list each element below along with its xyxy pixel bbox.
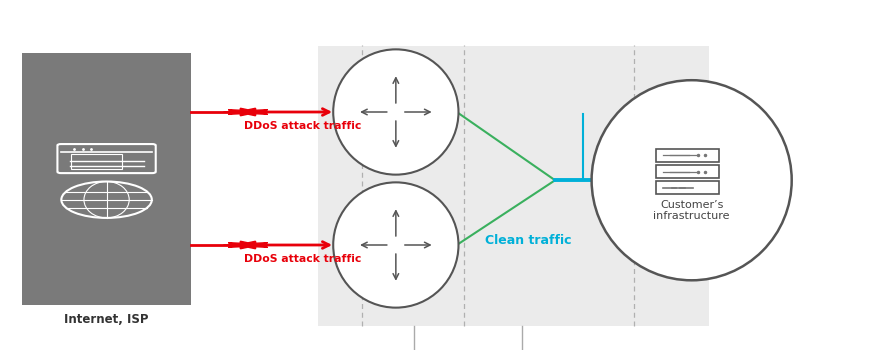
Bar (317, 46, 708, 326)
Text: Internet, ISP: Internet, ISP (64, 313, 149, 326)
Bar (655, 165, 718, 178)
Text: Customer’s
infrastructure: Customer’s infrastructure (653, 199, 729, 221)
Text: DDoS attack traffic: DDoS attack traffic (243, 121, 361, 131)
Text: Clean traffic: Clean traffic (485, 234, 571, 247)
Bar (22, 52, 191, 304)
Bar (655, 149, 718, 162)
Ellipse shape (333, 182, 458, 308)
Polygon shape (223, 241, 272, 249)
Text: DDoS attack traffic: DDoS attack traffic (243, 254, 361, 264)
Ellipse shape (591, 80, 791, 280)
Bar (655, 181, 718, 194)
Polygon shape (223, 108, 272, 116)
Ellipse shape (333, 49, 458, 175)
